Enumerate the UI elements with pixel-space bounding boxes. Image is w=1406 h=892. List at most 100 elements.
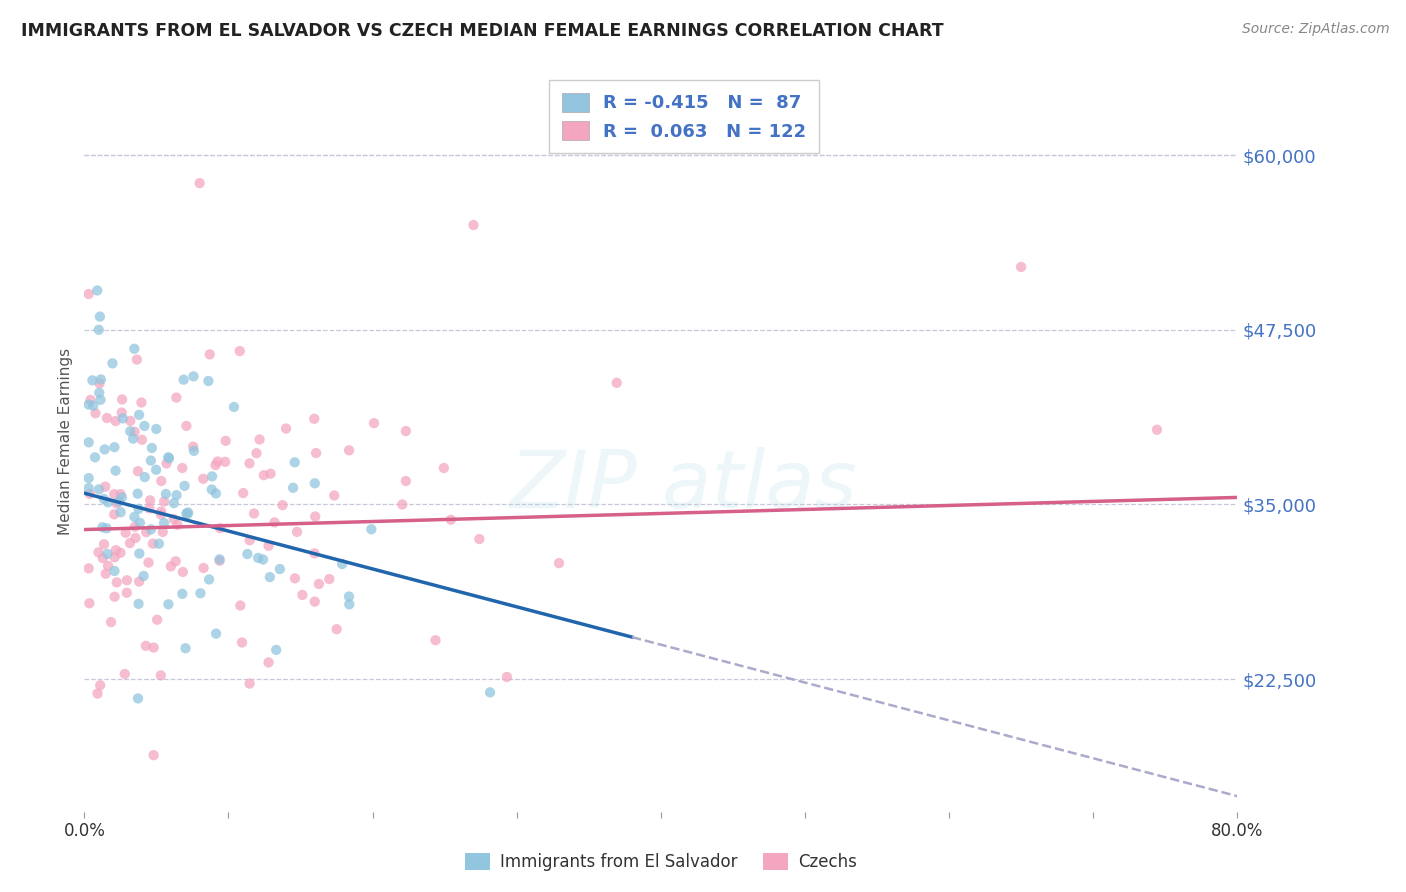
Point — [257, 539, 280, 553]
Point — [91, 551, 114, 566]
Text: ZIP atlas: ZIP atlas — [510, 447, 858, 525]
Point — [163, 496, 186, 510]
Point — [93, 537, 115, 551]
Point — [103, 564, 125, 578]
Point — [125, 352, 148, 367]
Point — [145, 422, 167, 436]
Point — [153, 494, 176, 508]
Point — [208, 552, 231, 566]
Point — [291, 588, 314, 602]
Point — [337, 443, 360, 458]
Point — [77, 471, 100, 485]
Point — [77, 287, 100, 301]
Point — [135, 639, 157, 653]
Point — [176, 507, 198, 521]
Point — [259, 570, 281, 584]
Point — [128, 597, 150, 611]
Point — [157, 451, 180, 466]
Point — [89, 376, 111, 391]
Point — [205, 626, 228, 640]
Point — [150, 474, 173, 488]
Point — [229, 344, 252, 359]
Point — [77, 561, 100, 575]
Point — [259, 467, 281, 481]
Point — [142, 640, 165, 655]
Point — [128, 502, 150, 516]
Point — [131, 395, 153, 409]
Point — [142, 748, 165, 763]
Point — [114, 525, 136, 540]
Point — [391, 498, 413, 512]
Point — [285, 524, 308, 539]
Point — [468, 532, 491, 546]
Point — [79, 392, 101, 407]
Point — [247, 550, 270, 565]
Point — [172, 461, 194, 475]
Point — [193, 561, 215, 575]
Text: Source: ZipAtlas.com: Source: ZipAtlas.com — [1241, 22, 1389, 37]
Point — [103, 440, 125, 454]
Point — [172, 565, 194, 579]
Point — [82, 399, 104, 413]
Point — [205, 486, 228, 500]
Point — [308, 577, 330, 591]
Point — [433, 461, 456, 475]
Point — [232, 486, 254, 500]
Point — [252, 552, 274, 566]
Point — [77, 481, 100, 495]
Point — [146, 613, 169, 627]
Point — [142, 536, 165, 550]
Point — [134, 419, 156, 434]
Point — [111, 411, 134, 425]
Point — [239, 533, 262, 548]
Point — [87, 323, 110, 337]
Point — [160, 559, 183, 574]
Point — [111, 392, 134, 407]
Point — [337, 598, 360, 612]
Point — [304, 476, 326, 491]
Point — [150, 504, 173, 518]
Point — [181, 440, 204, 454]
Point — [139, 493, 162, 508]
Point — [236, 547, 259, 561]
Point — [479, 685, 502, 699]
Point — [115, 586, 138, 600]
Point — [84, 406, 107, 420]
Point — [360, 522, 382, 536]
Point — [149, 668, 172, 682]
Point — [104, 464, 127, 478]
Point — [104, 543, 127, 558]
Point — [207, 454, 229, 468]
Point — [77, 398, 100, 412]
Point — [284, 571, 307, 585]
Point — [173, 479, 195, 493]
Point — [97, 558, 120, 573]
Point — [93, 442, 115, 457]
Point — [304, 509, 326, 524]
Point — [183, 443, 205, 458]
Point — [129, 516, 152, 530]
Point — [166, 517, 188, 532]
Point — [148, 537, 170, 551]
Y-axis label: Median Female Earnings: Median Female Earnings — [58, 348, 73, 535]
Point — [89, 392, 111, 407]
Point — [176, 507, 198, 521]
Text: IMMIGRANTS FROM EL SALVADOR VS CZECH MEDIAN FEMALE EARNINGS CORRELATION CHART: IMMIGRANTS FROM EL SALVADOR VS CZECH MED… — [21, 22, 943, 40]
Point — [201, 469, 224, 483]
Point — [86, 284, 108, 298]
Point — [127, 464, 149, 478]
Point — [84, 450, 107, 465]
Point — [337, 590, 360, 604]
Point — [115, 574, 138, 588]
Point — [153, 516, 176, 530]
Point — [249, 433, 271, 447]
Point — [215, 434, 238, 448]
Legend: Immigrants from El Salvador, Czechs: Immigrants from El Salvador, Czechs — [458, 846, 863, 878]
Point — [305, 446, 328, 460]
Point — [1010, 260, 1032, 274]
Point — [87, 483, 110, 497]
Point — [163, 512, 186, 526]
Point — [104, 414, 127, 428]
Point — [105, 575, 128, 590]
Point — [214, 455, 236, 469]
